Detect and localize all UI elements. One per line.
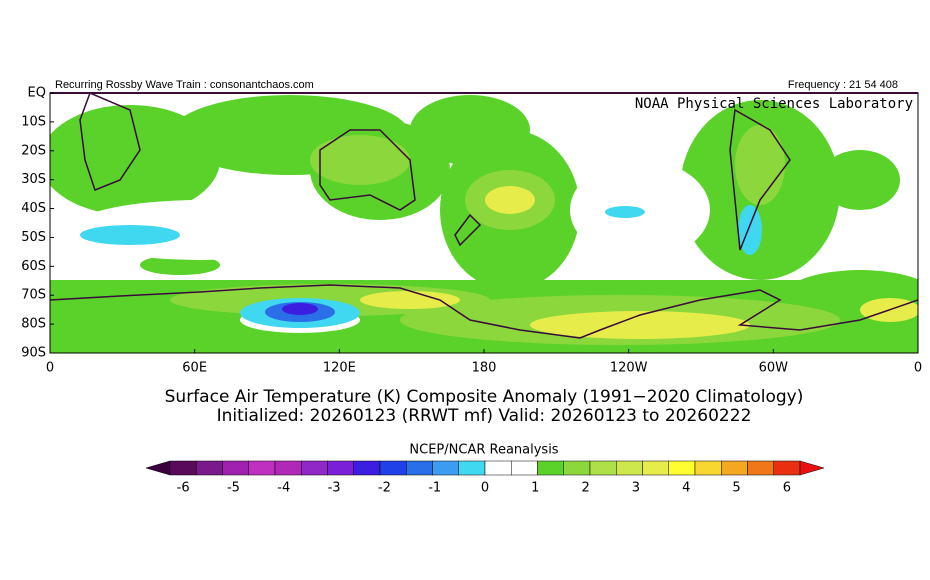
header-right: Frequency : 21 54 408 — [788, 79, 898, 91]
colorbar-tick-label: -4 — [277, 481, 290, 496]
lat-label: 40S — [21, 201, 46, 216]
lon-label: 0 — [46, 361, 54, 376]
colorbar-box — [222, 460, 249, 476]
colorbar-high — [799, 460, 825, 476]
lat-label: 50S — [21, 230, 46, 245]
lon-labels: 0 60E 120E 180 120W 60W 0 — [46, 349, 922, 376]
lon-label: 180 — [472, 361, 497, 376]
lat-label: 70S — [21, 288, 46, 303]
colorbar-box — [747, 460, 774, 476]
colorbar-box — [484, 460, 512, 476]
colorbar-box — [301, 460, 328, 476]
colorbar-box — [721, 460, 748, 476]
colorbar-box — [274, 460, 302, 476]
colorbar-box — [458, 460, 486, 476]
colorbar: -6 -5 -4 -3 -2 -1 0 1 2 3 4 5 6 — [145, 460, 825, 496]
colorbar-box — [379, 460, 407, 476]
colorbar-box — [406, 460, 433, 476]
lon-label: 60E — [182, 361, 207, 376]
lon-label: 60W — [759, 361, 789, 376]
colorbar-box — [169, 460, 197, 476]
colorbar-box — [694, 460, 722, 476]
lat-label: 60S — [21, 259, 46, 274]
lon-label: 120W — [610, 361, 648, 376]
colorbar-tick-label: -6 — [177, 481, 190, 496]
lon-label: 120E — [323, 361, 356, 376]
lat-label: 20S — [21, 143, 46, 158]
lat-labels: EQ 10S 20S 30S 40S 50S 60S 70S 80S 90S — [21, 86, 54, 361]
colorbar-tick-label: 5 — [732, 481, 740, 496]
colorbar-low — [145, 460, 171, 476]
colorbar-box — [353, 460, 381, 476]
colorbar-tick-label: 3 — [632, 481, 640, 496]
title-line-2: Initialized: 20260123 (RRWT mf) Valid: 2… — [217, 406, 752, 426]
colorbar-box — [563, 460, 591, 476]
colorbar-box — [432, 460, 459, 476]
colorbar-box — [773, 460, 801, 476]
colorbar-box — [616, 460, 643, 476]
lat-label: 80S — [21, 317, 46, 332]
lat-label: EQ — [28, 86, 46, 101]
lon-label: 0 — [914, 361, 922, 376]
title-line-1: Surface Air Temperature (K) Composite An… — [165, 387, 804, 407]
colorbar-tick-label: -2 — [378, 481, 391, 496]
credit: NOAA Physical Sciences Laboratory — [635, 96, 913, 112]
colorbar-tick-label: -1 — [428, 481, 441, 496]
colorbar-tick-label: -3 — [328, 481, 341, 496]
colorbar-box — [589, 460, 617, 476]
colorbar-box — [327, 460, 354, 476]
lat-label: 90S — [21, 346, 46, 361]
colorbar-box — [642, 460, 669, 476]
colorbar-tick-label: 4 — [682, 481, 690, 496]
colorbar-box — [196, 460, 223, 476]
lat-label: 10S — [21, 114, 46, 129]
map-field — [49, 92, 919, 354]
colorbar-tick-label: -5 — [227, 481, 240, 496]
colorbar-tick-label: 2 — [581, 481, 589, 496]
colorbar-box — [511, 460, 538, 476]
colorbar-box — [248, 460, 276, 476]
colorbar-tick-label: 6 — [783, 481, 791, 496]
lat-label: 30S — [21, 172, 46, 187]
colorbar-box — [668, 460, 696, 476]
colorbar-tick-label: 1 — [531, 481, 539, 496]
colorbar-title: NCEP/NCAR Reanalysis — [409, 443, 558, 458]
colorbar-box — [537, 460, 564, 476]
header-left: Recurring Rossby Wave Train : consonantc… — [55, 79, 314, 91]
colorbar-tick-label: 0 — [481, 481, 489, 496]
